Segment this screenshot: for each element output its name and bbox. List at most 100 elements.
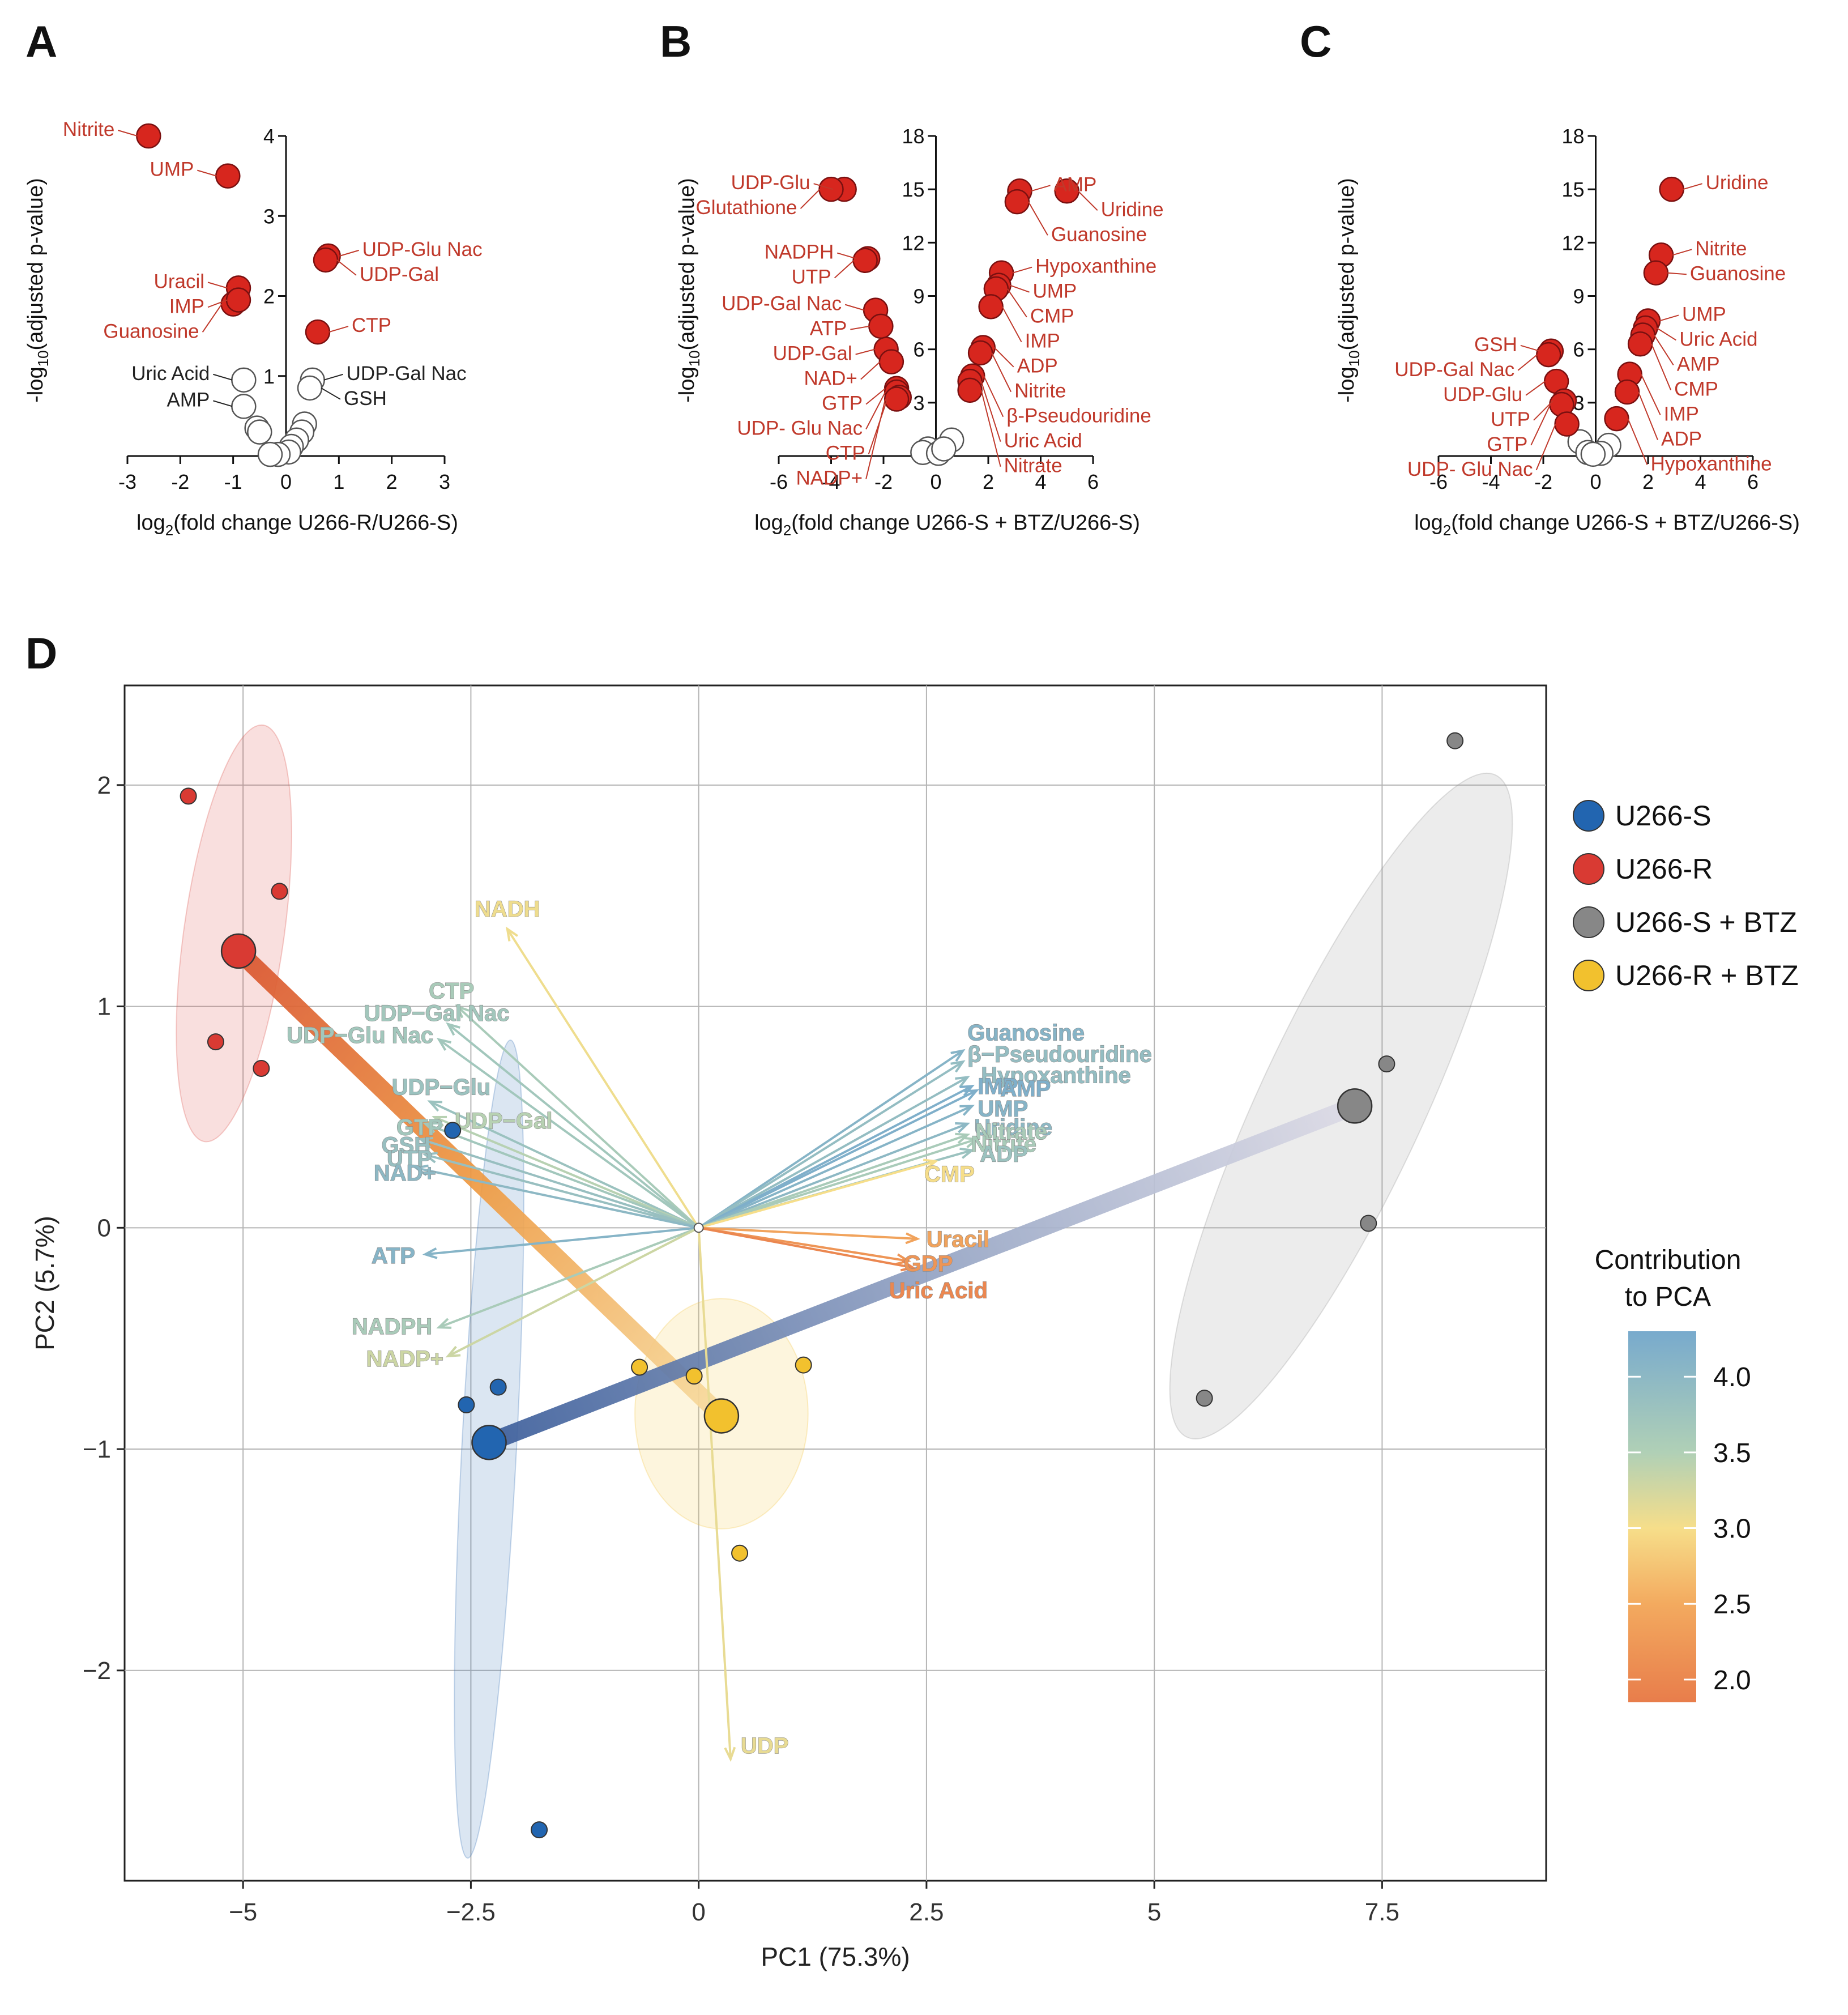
- label-leader: [1667, 272, 1687, 275]
- loading-arrowhead: [436, 1038, 451, 1051]
- x-tick-label: 2: [983, 470, 994, 493]
- loading-arrowhead: [432, 1115, 447, 1127]
- label-leader: [1028, 201, 1048, 236]
- label-leader: [118, 130, 138, 137]
- label-leader: [834, 259, 855, 279]
- point-label: UTP: [1491, 408, 1530, 431]
- point-label: GTP: [822, 393, 863, 415]
- sample-point-u266-r-btz: [795, 1356, 812, 1374]
- loading-arrow-cmp: [698, 1160, 936, 1229]
- y-tick-label: 12: [902, 231, 924, 254]
- x-axis-label-rest: (fold change U266-S + BTZ/U266-S): [1451, 511, 1800, 535]
- point-label: UDP- Glu Nac: [1407, 458, 1533, 480]
- point-label: Guanosine: [1690, 262, 1786, 284]
- loading-label: β−Pseudouridine: [967, 1042, 1152, 1067]
- loading-label: UDP−Glu: [392, 1075, 490, 1100]
- loading-arrowhead: [955, 1132, 971, 1144]
- y-tick-label: 9: [913, 285, 924, 308]
- legend-swatch: [1573, 906, 1604, 938]
- loading-label: Guanosine: [967, 1021, 1085, 1046]
- loading-arrowhead: [436, 1318, 452, 1329]
- x-tick-label: -3: [118, 470, 136, 493]
- label-leader: [1517, 354, 1538, 371]
- loading-arrow-uric-acid: [698, 1226, 914, 1269]
- loading-arrowhead: [950, 1049, 966, 1062]
- label-leader: [1010, 284, 1030, 293]
- y-tick-label: 9: [1573, 285, 1584, 308]
- legend-label: U266-R: [1615, 853, 1713, 885]
- point-label: IMP: [1664, 403, 1699, 425]
- data-point-nitrite: [967, 340, 993, 366]
- label-leader: [1638, 391, 1658, 440]
- x-tick-label: 3: [439, 470, 450, 493]
- label-leader: [1640, 374, 1661, 415]
- panel-letter-A: A: [25, 16, 57, 66]
- sample-point-u266-r: [253, 1059, 270, 1077]
- y-tick-label: 3: [913, 391, 924, 415]
- origin-marker: [693, 1222, 704, 1233]
- point-label: CMP: [1674, 378, 1718, 400]
- label-leader: [860, 361, 881, 380]
- data-point-cmp: [1627, 331, 1653, 357]
- loading-arrow-nitrite: [698, 1138, 977, 1229]
- x-axis-label: log2(fold change U266-S + BTZ/U266-S): [754, 511, 1140, 539]
- label-leader: [1672, 249, 1692, 256]
- x-tick-label: -1: [224, 470, 242, 493]
- sample-point-u266-r-btz: [685, 1368, 703, 1385]
- loading-label: GTP: [396, 1115, 443, 1140]
- data-point-amp: [231, 394, 257, 419]
- point-label: UMP: [1682, 303, 1726, 325]
- data-point: [1580, 441, 1606, 467]
- data-point-atp: [868, 313, 894, 339]
- label-leader: [1078, 190, 1098, 211]
- loading-label: CTP: [429, 979, 474, 1004]
- data-point: [257, 441, 283, 467]
- label-leader: [844, 304, 865, 311]
- y-axis-label-main: -log: [24, 367, 48, 402]
- loading-arrow-ump: [698, 1105, 973, 1229]
- label-leader: [1012, 266, 1032, 274]
- loading-arrow-nadp-: [447, 1226, 699, 1357]
- point-label: Uric Acid: [1679, 328, 1757, 350]
- label-leader: [1533, 400, 1553, 421]
- loading-arrowhead: [422, 1122, 438, 1134]
- x-axis-label-main: log: [754, 511, 783, 535]
- data-point: [931, 436, 957, 462]
- y-axis-label: -log10(adjusted p-value): [24, 178, 52, 402]
- loading-arrowhead: [955, 1076, 970, 1088]
- label-leader: [980, 381, 1001, 442]
- loading-arrowhead: [422, 1152, 438, 1164]
- sample-point-u266-r: [271, 883, 288, 900]
- y-axis-label-rest: (adjusted p-value): [24, 178, 48, 350]
- panel-letter-C: C: [1300, 16, 1331, 66]
- loading-arrowhead: [445, 1345, 461, 1358]
- loading-arrowhead: [905, 1232, 920, 1245]
- x-axis-label-rest: (fold change U266-R/U266-S): [173, 511, 458, 535]
- legend: U266-S U266-R U266-S + BTZ U266-R + BTZ: [1573, 800, 1799, 991]
- loading-arrow-udp: [697, 1228, 732, 1760]
- loading-label: Uracil: [927, 1227, 989, 1252]
- label-leader: [1001, 306, 1022, 343]
- loading-arrow-uracil: [698, 1226, 917, 1240]
- data-point-udp-gal: [313, 247, 339, 273]
- label-leader: [1656, 327, 1676, 341]
- y-axis-label-main: -log: [1335, 367, 1359, 402]
- point-label: Guanosine: [103, 320, 199, 342]
- loading-arrow-guanosine: [698, 1050, 964, 1229]
- plot-area: [123, 684, 1547, 1882]
- y-axis-label-main: -log: [675, 367, 699, 402]
- loading-arrow-udp-gal: [434, 1116, 699, 1229]
- legend-label: U266-S: [1615, 800, 1712, 832]
- y-tick-label: 1: [263, 365, 275, 388]
- colorbar-tick-label: 2.0: [1713, 1665, 1751, 1696]
- loading-arrow-udp-glu: [429, 1100, 699, 1229]
- loading-arrow-udp-gal-nac: [447, 1023, 699, 1229]
- loading-arrowhead: [724, 1746, 736, 1762]
- y-axis-label: -log10(adjusted p-value): [675, 178, 703, 402]
- group-centroid-u266-s: [471, 1425, 507, 1460]
- colorbar-tick-label: 3.5: [1713, 1438, 1751, 1468]
- legend-label: U266-S + BTZ: [1615, 906, 1797, 938]
- data-point-guanosine: [1643, 260, 1669, 286]
- label-leader: [800, 189, 821, 209]
